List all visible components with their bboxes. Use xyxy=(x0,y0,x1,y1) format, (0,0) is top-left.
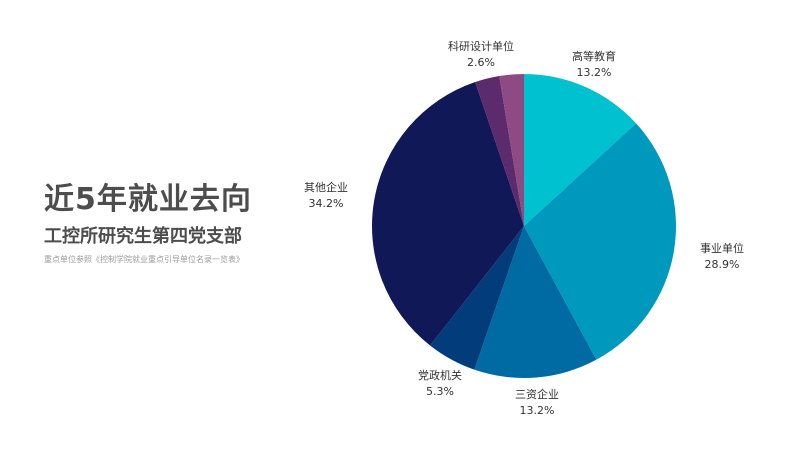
slice-value: 5.3% xyxy=(426,385,454,398)
slice-value: 13.2% xyxy=(577,66,612,79)
pie-slice xyxy=(372,82,524,346)
slice-label: 党政机关 xyxy=(418,368,462,382)
pie-slice xyxy=(474,226,597,378)
slice-label: 事业单位 xyxy=(700,241,744,255)
slice-label: 三资企业 xyxy=(515,387,559,401)
slice-value: 34.2% xyxy=(309,197,344,210)
pie-slice xyxy=(524,123,676,360)
slice-label: 其他企业 xyxy=(304,180,348,194)
pie-slice xyxy=(475,76,524,226)
slice-value: 2.6% xyxy=(467,56,495,69)
slice-value: 13.2% xyxy=(520,404,555,417)
pie-slice xyxy=(499,74,524,226)
chart-title: 近5年就业去向 xyxy=(44,182,252,217)
chart-note: 重点单位参照《控制学院就业重点引导单位名录一览表》 xyxy=(44,255,244,264)
pie-slice xyxy=(524,74,637,226)
pie-labels: 高等教育 13.2% 事业单位 28.9% 三资企业 13.2% 党政机关 5.3% 其他企业 3… xyxy=(304,39,744,417)
chart-subtitle: 工控所研究生第四党支部 xyxy=(44,226,242,247)
title-block: 近5年就业去向 工控所研究生第四党支部 重点单位参照《控制学院就业重点引导单位名… xyxy=(44,182,252,266)
slice-label: 高等教育 xyxy=(572,49,616,63)
pie-slice xyxy=(430,226,524,370)
slice-value: 28.9% xyxy=(705,258,740,271)
slice-label: 科研设计单位 xyxy=(448,39,514,53)
pie-slices xyxy=(372,74,676,378)
